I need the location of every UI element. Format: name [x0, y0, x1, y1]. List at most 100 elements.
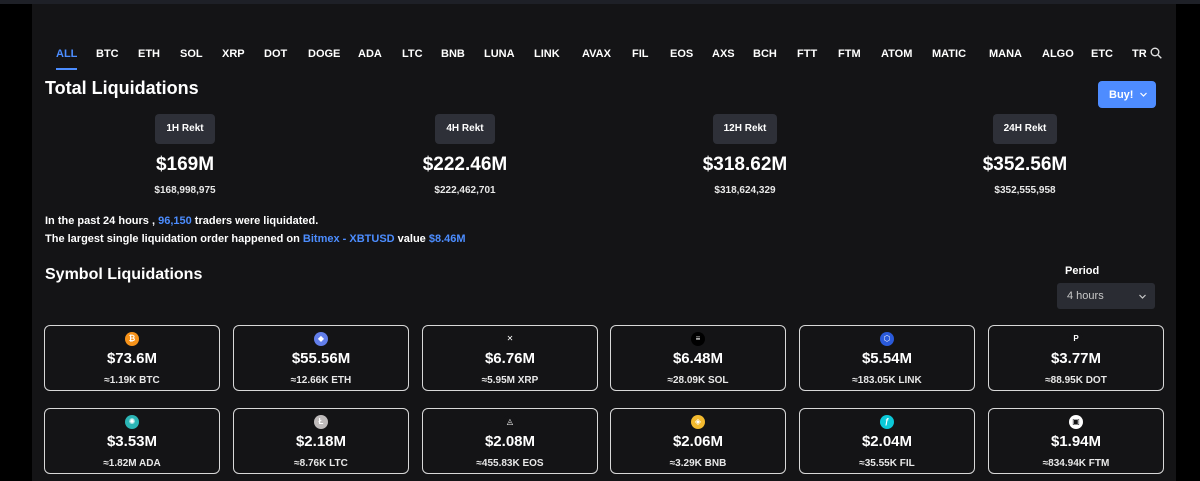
- card-coin-amount: ≈35.55K FIL: [859, 458, 915, 469]
- period-label: Period: [1065, 265, 1100, 277]
- card-liquidation-value: $55.56M: [291, 350, 351, 367]
- card-liquidation-value: $6.48M: [672, 350, 724, 367]
- symbol-card-eos[interactable]: ◬ $2.08M ≈455.83K EOS: [422, 408, 598, 474]
- tab-atom[interactable]: ATOM: [881, 48, 913, 60]
- card-liquidation-value: $5.54M: [861, 350, 913, 367]
- card-liquidation-value: $3.53M: [106, 433, 158, 450]
- tab-luna[interactable]: LUNA: [484, 48, 515, 60]
- tab-dot[interactable]: DOT: [264, 48, 288, 60]
- card-coin-amount: ≈834.94K FTM: [1042, 458, 1110, 469]
- tab-bnb[interactable]: BNB: [441, 48, 465, 60]
- tab-eth[interactable]: ETH: [138, 48, 160, 60]
- tab-btc[interactable]: BTC: [96, 48, 119, 60]
- exchange-pair-link[interactable]: Bitmex - XBTUSD: [302, 233, 395, 245]
- xrp-icon: ✕: [503, 332, 517, 346]
- cardano-icon: ✺: [125, 415, 139, 429]
- rekt-exact-value: $168,998,975: [154, 185, 216, 196]
- rekt-1h: 1H Rekt $169M $168,998,975: [45, 114, 325, 196]
- litecoin-icon: Ł: [314, 415, 328, 429]
- binance-icon: ◈: [691, 415, 705, 429]
- search-icon[interactable]: [1150, 47, 1162, 59]
- symbol-liquidations-title: Symbol Liquidations: [45, 266, 203, 283]
- traders-count-link[interactable]: 96,150: [158, 215, 192, 227]
- symbol-card-xrp[interactable]: ✕ $6.76M ≈5.95M XRP: [422, 325, 598, 391]
- card-coin-amount: ≈1.19K BTC: [104, 375, 160, 386]
- summary-text: In the past 24 hours ,: [45, 215, 159, 227]
- tab-all[interactable]: ALL: [56, 48, 78, 70]
- card-liquidation-value: $1.94M: [1050, 433, 1102, 450]
- card-liquidation-value: $2.04M: [861, 433, 913, 450]
- tab-link[interactable]: LINK: [534, 48, 560, 60]
- liquidation-summary: In the past 24 hours , 96,150 traders we…: [45, 212, 466, 248]
- eos-icon: ◬: [503, 415, 517, 429]
- summary-text: traders were liquidated.: [191, 215, 319, 227]
- symbol-card-fil[interactable]: ƒ $2.04M ≈35.55K FIL: [799, 408, 975, 474]
- rekt-exact-value: $352,555,958: [994, 185, 1056, 196]
- tab-algo[interactable]: ALGO: [1042, 48, 1074, 60]
- tab-etc[interactable]: ETC: [1091, 48, 1113, 60]
- symbol-card-btc[interactable]: ₿ $73.6M ≈1.19K BTC: [44, 325, 220, 391]
- symbol-card-sol[interactable]: ≡ $6.48M ≈28.09K SOL: [610, 325, 786, 391]
- symbol-card-ftm[interactable]: ▣ $1.94M ≈834.94K FTM: [988, 408, 1164, 474]
- rekt-period-badge: 24H Rekt: [992, 114, 1058, 144]
- summary-text: value: [394, 233, 429, 245]
- symbol-card-ltc[interactable]: Ł $2.18M ≈8.76K LTC: [233, 408, 409, 474]
- liquidations-panel: ALL BTC ETH SOL XRP DOT DOGE ADA LTC BNB LUNA LINK A…: [32, 4, 1176, 481]
- tab-eos[interactable]: EOS: [670, 48, 694, 60]
- tab-axs[interactable]: AXS: [712, 48, 735, 60]
- card-coin-amount: ≈455.83K EOS: [476, 458, 544, 469]
- rekt-value: $169M: [155, 154, 215, 175]
- rekt-exact-value: $318,624,329: [714, 185, 776, 196]
- ethereum-icon: ◆: [314, 332, 328, 346]
- top-bar: [0, 0, 1200, 4]
- tab-fil[interactable]: FIL: [632, 48, 649, 60]
- symbol-card-bnb[interactable]: ◈ $2.06M ≈3.29K BNB: [610, 408, 786, 474]
- filecoin-icon: ƒ: [880, 415, 894, 429]
- symbol-card-eth[interactable]: ◆ $55.56M ≈12.66K ETH: [233, 325, 409, 391]
- tab-ftt[interactable]: FTT: [797, 48, 818, 60]
- card-coin-amount: ≈183.05K LINK: [852, 375, 922, 386]
- tab-matic[interactable]: MATIC: [932, 48, 967, 60]
- period-select[interactable]: 4 hours: [1057, 283, 1155, 309]
- rekt-value: $222.46M: [422, 154, 508, 175]
- chevron-down-icon: [1140, 92, 1147, 97]
- solana-icon: ≡: [691, 332, 705, 346]
- symbol-tabs: ALL BTC ETH SOL XRP DOT DOGE ADA LTC BNB LUNA LINK A…: [32, 46, 1176, 76]
- rekt-4h: 4H Rekt $222.46M $222,462,701: [325, 114, 605, 196]
- fantom-icon: ▣: [1069, 415, 1083, 429]
- summary-line-largest-order: The largest single liquidation order hap…: [45, 230, 466, 248]
- rekt-exact-value: $222,462,701: [434, 185, 496, 196]
- chainlink-icon: ⬡: [880, 332, 894, 346]
- tab-avax[interactable]: AVAX: [582, 48, 611, 60]
- period-selected-value: 4 hours: [1067, 290, 1104, 302]
- rekt-24h: 24H Rekt $352.56M $352,555,958: [885, 114, 1165, 196]
- tab-ftm[interactable]: FTM: [838, 48, 861, 60]
- symbol-card-ada[interactable]: ✺ $3.53M ≈1.82M ADA: [44, 408, 220, 474]
- tab-doge[interactable]: DOGE: [308, 48, 341, 60]
- buy-button-label: Buy!: [1109, 88, 1134, 101]
- tab-bch[interactable]: BCH: [753, 48, 777, 60]
- card-liquidation-value: $6.76M: [484, 350, 536, 367]
- tab-mana[interactable]: MANA: [989, 48, 1022, 60]
- rekt-period-badge: 4H Rekt: [435, 114, 495, 144]
- card-coin-amount: ≈12.66K ETH: [290, 375, 352, 386]
- tab-tr[interactable]: TR: [1132, 48, 1147, 60]
- chevron-down-icon: [1139, 294, 1146, 299]
- tab-ada[interactable]: ADA: [358, 48, 382, 60]
- summary-text: The largest single liquidation order hap…: [45, 233, 303, 245]
- rekt-value: $352.56M: [982, 154, 1068, 175]
- summary-line-traders: In the past 24 hours , 96,150 traders we…: [45, 212, 466, 230]
- card-coin-amount: ≈1.82M ADA: [103, 458, 161, 469]
- buy-button[interactable]: Buy!: [1098, 81, 1156, 108]
- bitcoin-icon: ₿: [125, 332, 139, 346]
- total-liquidations-title: Total Liquidations: [45, 78, 199, 98]
- tab-xrp[interactable]: XRP: [222, 48, 245, 60]
- card-liquidation-value: $2.18M: [295, 433, 347, 450]
- tab-sol[interactable]: SOL: [180, 48, 203, 60]
- symbol-card-link[interactable]: ⬡ $5.54M ≈183.05K LINK: [799, 325, 975, 391]
- card-coin-amount: ≈3.29K BNB: [669, 458, 727, 469]
- polkadot-icon: P: [1069, 332, 1083, 346]
- symbol-card-dot[interactable]: P $3.77M ≈88.95K DOT: [988, 325, 1164, 391]
- card-coin-amount: ≈8.76K LTC: [294, 458, 348, 469]
- tab-ltc[interactable]: LTC: [402, 48, 423, 60]
